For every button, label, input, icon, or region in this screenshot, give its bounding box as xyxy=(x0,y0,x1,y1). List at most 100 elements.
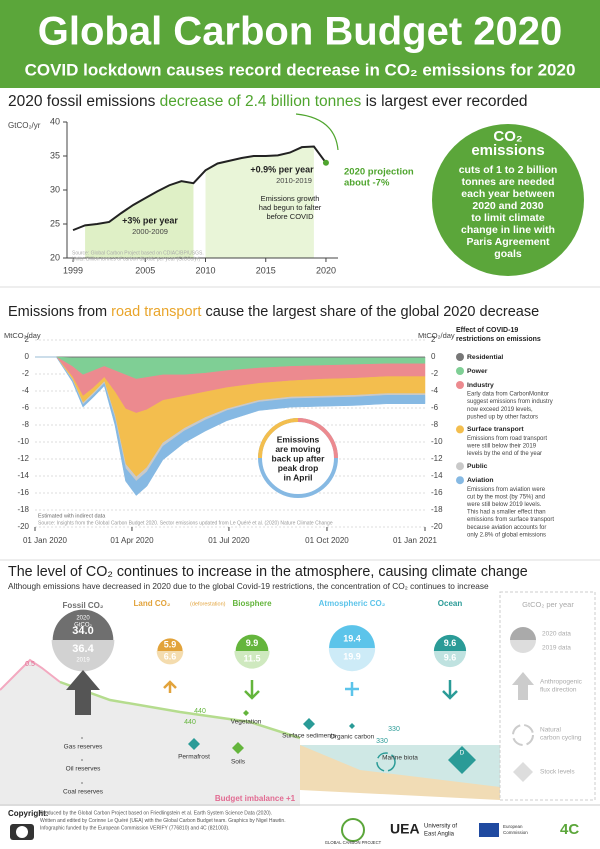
y-tick-label: 25 xyxy=(50,218,60,228)
legend-note: Emissions from road transport xyxy=(467,436,547,442)
stock-label: Permafrost xyxy=(178,754,210,761)
flux-value: 9.9 xyxy=(246,638,259,648)
logo-text: Commission xyxy=(503,830,528,835)
x-tick-label: 1999 xyxy=(63,265,83,275)
callout-title: CO₂ xyxy=(493,128,522,145)
legend-label: flux direction xyxy=(540,687,577,694)
x-tick-label: 2015 xyxy=(256,265,276,275)
subtitle: COVID lockdown causes record decrease in… xyxy=(25,60,576,79)
legend-note: emissions from surface transport xyxy=(467,517,554,523)
callout-text: 2020 and 2030 xyxy=(472,200,543,212)
stock-number: 0.5 xyxy=(25,661,35,668)
header-band xyxy=(0,0,600,88)
y-tick-label: -4 xyxy=(431,386,439,395)
y-tick-label: -6 xyxy=(431,403,439,412)
y-tick-label: -14 xyxy=(17,471,29,480)
flux-value: 6.6 xyxy=(164,651,177,661)
stock-diamond xyxy=(303,718,315,730)
logo-text: GLOBAL CARBON PROJECT xyxy=(325,840,382,845)
callout-text: cuts of 1 to 2 billion xyxy=(459,164,558,176)
axis-label: MtCO₂/day xyxy=(4,331,41,340)
annotation: 2010-2019 xyxy=(276,176,312,185)
legend-note: pushed up by other factors xyxy=(467,414,538,420)
legend-note: cut by the most (by 75%) and xyxy=(467,494,545,500)
annotation: about -7% xyxy=(344,178,390,189)
note: Estimated with indirect data xyxy=(38,513,106,519)
flux-2019 xyxy=(234,651,270,669)
flux-name: Fossil CO₂ xyxy=(63,601,104,610)
flux-value: 36.4 xyxy=(72,643,94,655)
source-note: Units: Billion tonnes of carbon dioxide … xyxy=(72,256,200,262)
y-tick-label: -20 xyxy=(431,522,443,531)
cc-icon xyxy=(16,826,28,838)
arrow-icon xyxy=(66,670,100,715)
legend-swatch xyxy=(456,425,464,434)
legend-swatch xyxy=(456,462,464,471)
flux-value: 19.4 xyxy=(343,633,361,643)
y-tick-label: -18 xyxy=(431,505,443,514)
callout-circle xyxy=(432,124,584,276)
arrow-icon xyxy=(244,680,260,700)
legend-note: only 2.8% of global emissions xyxy=(467,532,546,538)
bubble-ring xyxy=(297,418,338,459)
callout-text: goals xyxy=(494,248,522,260)
y-tick-label: -16 xyxy=(431,488,443,497)
legend-note: levels by the end of the year xyxy=(467,451,542,457)
y-tick-label: -8 xyxy=(22,420,30,429)
x-tick-label: 01 Jan 2021 xyxy=(393,536,438,545)
stock-label: Coal reserves xyxy=(63,789,104,796)
y-tick-label: -8 xyxy=(431,420,439,429)
flux-unit: GtCO₂ xyxy=(74,623,92,629)
arrow-icon xyxy=(442,680,458,700)
y-tick-label: -16 xyxy=(17,488,29,497)
callout-text: tonnes are needed xyxy=(462,176,555,188)
legend-title: GtCO₂ per year xyxy=(522,600,574,609)
legend-label: Stock levels xyxy=(540,769,575,776)
flux-value: 34.0 xyxy=(72,625,93,637)
stock-label: Oil reserves xyxy=(66,766,101,773)
axis-label: MtCO₂/day xyxy=(418,331,455,340)
legend-box xyxy=(499,591,596,801)
stock-diamond xyxy=(243,710,249,716)
section-subtitle: Although emissions have decreased in 202… xyxy=(8,581,489,591)
flux-2020 xyxy=(52,609,114,640)
stock-label: Surface sediments xyxy=(282,733,337,740)
stock-diamond xyxy=(349,723,355,729)
x-tick-label: 01 Apr 2020 xyxy=(110,536,154,545)
stock-label: Vegetation xyxy=(231,719,262,726)
flux-year: 2019 xyxy=(76,658,90,664)
y-tick-label: -6 xyxy=(22,403,30,412)
annotation: +3% per year xyxy=(122,215,178,225)
y-tick-label: 40 xyxy=(50,116,60,126)
source-note: Source: Global Carbon Project based on C… xyxy=(72,250,204,256)
legend-swatch xyxy=(510,640,536,653)
flux-year: 2020 xyxy=(76,616,90,622)
x-tick-label: 01 Jan 2020 xyxy=(23,536,68,545)
logo-text: European xyxy=(503,824,523,829)
y-tick-label: 20 xyxy=(50,252,60,262)
y-tick-label: 35 xyxy=(50,150,60,160)
annotation: Emissions growth xyxy=(261,194,320,203)
x-tick-label: 01 Jul 2020 xyxy=(208,536,250,545)
legend-note: Emissions from aviation were xyxy=(467,487,546,493)
x-tick-label: 01 Oct 2020 xyxy=(305,536,349,545)
legend-swatch xyxy=(456,476,464,485)
imbalance: Budget imbalance +1 xyxy=(215,794,296,803)
legend-note: were still below their 2019 xyxy=(466,444,537,450)
arrow-icon xyxy=(345,682,359,696)
gcp-logo xyxy=(341,818,365,842)
callout-text: each year between xyxy=(461,188,554,200)
callout-text: to limit climate xyxy=(471,212,545,224)
stock-number: 440 xyxy=(184,719,196,726)
y-tick-label: 2 xyxy=(25,335,30,344)
legend-title: restrictions on emissions xyxy=(456,336,541,343)
title: Global Carbon Budget 2020 xyxy=(38,10,563,54)
y-tick-label: 0 xyxy=(25,352,30,361)
stock-label: Marine biota xyxy=(382,755,418,762)
flux-value: 9.6 xyxy=(444,653,457,663)
legend-note: This had a smaller effect than xyxy=(467,510,546,516)
line xyxy=(72,145,327,232)
stock-number: 330 xyxy=(376,738,388,745)
section-heading: Emissions from road transport cause the … xyxy=(8,304,539,320)
